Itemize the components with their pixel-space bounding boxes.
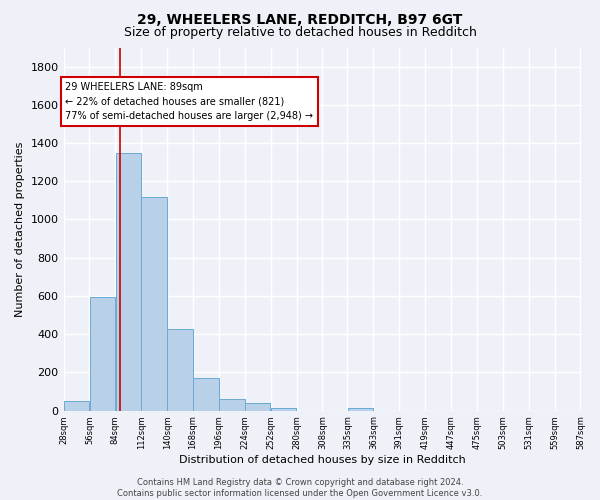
Bar [271, 408, 296, 410]
X-axis label: Distribution of detached houses by size in Redditch: Distribution of detached houses by size … [179, 455, 466, 465]
Bar [219, 399, 245, 410]
Text: 29, WHEELERS LANE, REDDITCH, B97 6GT: 29, WHEELERS LANE, REDDITCH, B97 6GT [137, 12, 463, 26]
Bar [167, 330, 193, 410]
Text: Size of property relative to detached houses in Redditch: Size of property relative to detached ho… [124, 26, 476, 39]
Bar [142, 196, 167, 410]
Bar [245, 404, 271, 410]
Bar [89, 297, 115, 410]
Bar [193, 378, 218, 410]
Y-axis label: Number of detached properties: Number of detached properties [15, 142, 25, 316]
Text: Contains HM Land Registry data © Crown copyright and database right 2024.
Contai: Contains HM Land Registry data © Crown c… [118, 478, 482, 498]
Text: 29 WHEELERS LANE: 89sqm
← 22% of detached houses are smaller (821)
77% of semi-d: 29 WHEELERS LANE: 89sqm ← 22% of detache… [65, 82, 313, 122]
Bar [347, 408, 373, 410]
Bar [64, 401, 89, 410]
Bar [116, 152, 141, 410]
